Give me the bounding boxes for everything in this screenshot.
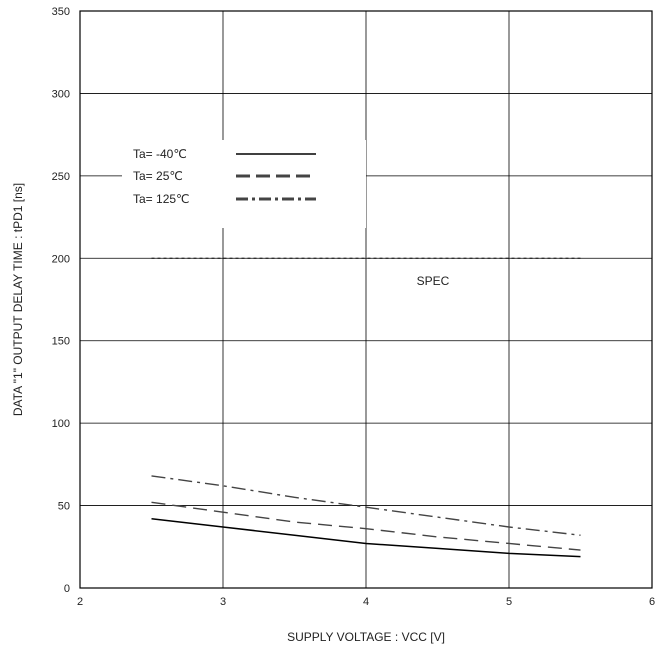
grid (80, 11, 652, 588)
axes: 2 3 4 5 6 0 50 100 150 200 250 300 350 SUPPLY VOLTAGE… (11, 6, 655, 644)
spec-group: SPEC (151, 257, 581, 288)
plot-frame (79, 10, 653, 589)
series-line-3 (151, 475, 581, 536)
spec-label: SPEC (417, 274, 450, 288)
y-tick-label: 100 (52, 418, 70, 430)
y-axis-title: DATA "1" OUTPUT DELAY TIME : tPD1 [ns] (11, 183, 25, 416)
y-tick-label: 50 (58, 501, 70, 513)
legend-label-2: Ta= 25℃ (133, 169, 183, 183)
y-tick-label: 0 (64, 583, 70, 595)
x-tick-label: 4 (363, 596, 369, 608)
x-tick-label: 5 (506, 596, 512, 608)
legend-label-3: Ta= 125℃ (133, 192, 190, 206)
y-tick-label: 350 (52, 6, 70, 18)
legend-label-1: Ta= -40℃ (133, 147, 187, 161)
legend: Ta= -40℃ Ta= 25℃ Ta= 125℃ (122, 140, 366, 228)
x-tick-label: 2 (77, 596, 83, 608)
y-tick-label: 150 (52, 336, 70, 348)
series-line-1 (151, 518, 581, 558)
y-tick-label: 200 (52, 253, 70, 265)
y-tick-label: 300 (52, 88, 70, 100)
x-tick-label: 6 (649, 596, 655, 608)
series-group (151, 475, 581, 558)
x-axis-title: SUPPLY VOLTAGE : VCC [V] (287, 630, 445, 644)
series-line-2 (151, 501, 581, 551)
x-tick-label: 3 (220, 596, 226, 608)
y-tick-label: 250 (52, 171, 70, 183)
